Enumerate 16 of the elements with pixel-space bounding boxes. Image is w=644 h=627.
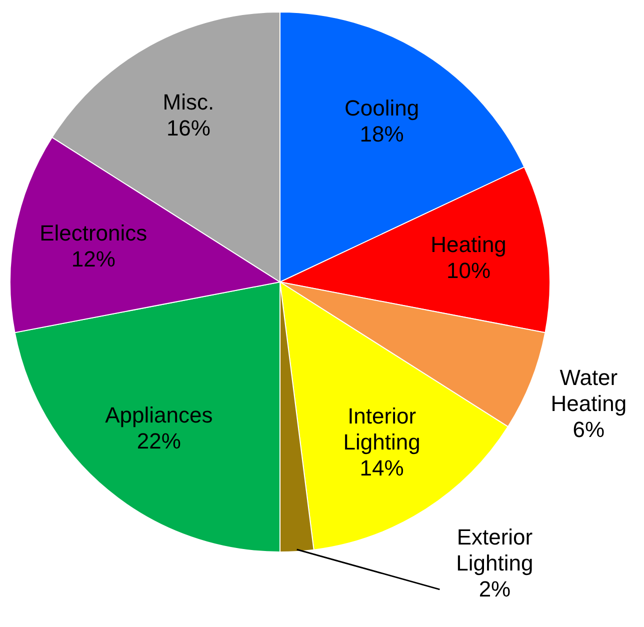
slice-label: Misc. bbox=[162, 90, 214, 114]
data-label: 16% bbox=[166, 116, 210, 140]
slice-label: Heating bbox=[430, 232, 506, 258]
data-label: 2% bbox=[478, 576, 511, 602]
data-label: 6% bbox=[572, 417, 605, 442]
slice-label: Interior Lighting bbox=[343, 403, 420, 454]
slice-label: Electronics bbox=[40, 220, 148, 246]
data-label: 12% bbox=[71, 246, 116, 272]
data-label: 14% bbox=[360, 455, 404, 480]
data-label: 18% bbox=[360, 122, 404, 147]
slice-label: Cooling bbox=[344, 96, 420, 121]
data-label: 10% bbox=[446, 258, 491, 284]
data-label: 22% bbox=[136, 428, 181, 454]
slice-label: Water Heating bbox=[550, 365, 627, 416]
slice-label: Appliances bbox=[105, 402, 213, 428]
slice-label: Exterior Lighting bbox=[456, 524, 534, 576]
